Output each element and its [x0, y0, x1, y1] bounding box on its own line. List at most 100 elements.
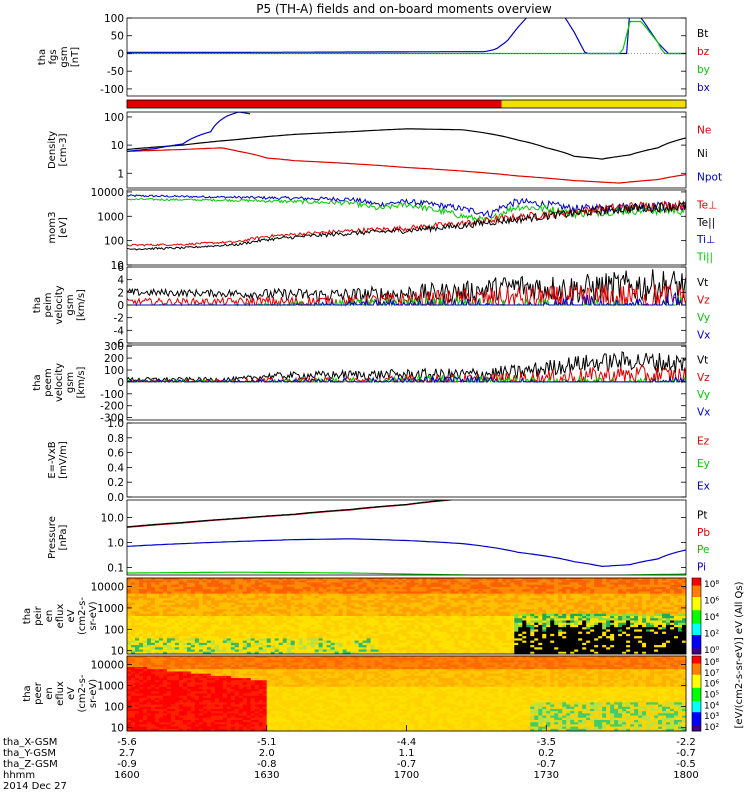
heatmap-cell	[194, 609, 200, 612]
heatmap-cell	[422, 629, 427, 633]
heatmap-cell	[142, 616, 148, 619]
heatmap-cell	[127, 642, 132, 646]
heatmap-cell	[142, 609, 148, 612]
heatmap-cell	[642, 631, 647, 635]
heatmap-cell	[298, 580, 304, 583]
heatmap-cell	[294, 645, 300, 648]
heatmap-cell	[342, 584, 347, 588]
heatmap-cell	[246, 611, 252, 615]
heatmap-cell	[594, 636, 599, 639]
heatmap-cell	[350, 642, 355, 646]
heatmap-cell	[234, 598, 240, 601]
heatmap-cell	[674, 629, 679, 633]
heatmap-cell	[618, 620, 623, 624]
heatmap-cell	[626, 591, 631, 595]
heatmap-cell	[546, 627, 551, 630]
heatmap-cell	[618, 586, 623, 590]
heatmap-cell	[442, 613, 447, 617]
heatmap-cell	[274, 582, 280, 586]
heatmap-cell	[618, 582, 623, 586]
heatmap-cell	[426, 582, 431, 586]
heatmap-cell	[306, 622, 312, 626]
heatmap-cell	[666, 622, 671, 626]
heatmap-cell	[318, 607, 324, 610]
heatmap-cell	[522, 584, 527, 588]
heatmap-cell	[510, 618, 515, 621]
heatmap-cell	[218, 611, 224, 615]
heatmap-cell	[358, 638, 363, 641]
heatmap-cell	[266, 629, 272, 633]
heatmap-cell	[414, 611, 419, 615]
heatmap-cell	[454, 578, 459, 581]
heatmap-cell	[158, 582, 164, 586]
heatmap-cell	[186, 633, 192, 637]
heatmap-cell	[662, 609, 667, 612]
heatmap-cell	[606, 629, 611, 633]
heatmap-cell	[438, 629, 443, 633]
heatmap-cell	[294, 620, 300, 624]
heatmap-cell	[378, 631, 383, 635]
heatmap-cell	[398, 598, 403, 601]
heatmap-cell	[270, 607, 276, 610]
heatmap-cell	[586, 622, 591, 626]
heatmap-cell	[618, 580, 623, 583]
heatmap-cell	[578, 645, 583, 648]
heatmap-cell	[166, 618, 172, 621]
heatmap-cell	[442, 629, 447, 633]
heatmap-cell	[134, 629, 140, 633]
heatmap-cell	[434, 578, 439, 581]
heatmap-cell	[158, 613, 164, 617]
heatmap-cell	[350, 647, 355, 650]
heatmap-cell	[246, 647, 252, 650]
heatmap-cell	[326, 645, 332, 648]
heatmap-cell	[426, 589, 431, 592]
heatmap-cell	[534, 640, 539, 644]
heatmap-cell	[182, 649, 188, 653]
heatmap-cell	[646, 582, 651, 586]
heatmap-cell	[127, 622, 132, 626]
heatmap-cell	[334, 638, 340, 641]
heatmap-cell	[486, 636, 491, 639]
heatmap-cell	[366, 582, 371, 586]
y-tick-label: 10	[111, 140, 124, 152]
heatmap-cell	[454, 613, 459, 617]
heatmap-cell	[254, 604, 260, 608]
heatmap-cell	[606, 622, 611, 626]
heatmap-cell	[258, 584, 264, 588]
heatmap-cell	[582, 589, 587, 592]
heatmap-cell	[522, 647, 527, 650]
heatmap-cell	[226, 600, 232, 603]
heatmap-cell	[638, 613, 643, 617]
heatmap-cell	[214, 651, 220, 655]
heatmap-cell	[246, 591, 252, 595]
heatmap-cell	[522, 618, 527, 621]
heatmap-cell	[514, 642, 519, 646]
heatmap-cell	[390, 584, 395, 588]
heatmap-cell	[362, 638, 367, 641]
heatmap-cell	[162, 600, 168, 603]
heatmap-cell	[610, 651, 615, 655]
heatmap-cell	[406, 598, 411, 601]
heatmap-cell	[602, 631, 607, 635]
heatmap-cell	[238, 631, 244, 635]
heatmap-cell	[554, 591, 559, 595]
heatmap-cell	[350, 611, 355, 615]
heatmap-cell	[366, 586, 371, 590]
heatmap-cell	[322, 584, 328, 588]
heatmap-cell	[490, 613, 495, 617]
heatmap-cell	[414, 647, 419, 650]
heatmap-cell	[414, 638, 419, 641]
heatmap-cell	[478, 580, 483, 583]
heatmap-cell	[266, 593, 272, 597]
heatmap-cell	[566, 618, 571, 621]
heatmap-cell	[478, 647, 483, 650]
heatmap-cell	[658, 584, 663, 588]
y-tick-label: 10	[111, 646, 124, 658]
heatmap-cell	[654, 649, 659, 653]
heatmap-cell	[622, 591, 627, 595]
heatmap-cell	[594, 611, 599, 615]
heatmap-cell	[186, 604, 192, 608]
heatmap-cell	[486, 624, 491, 628]
heatmap-cell	[186, 622, 192, 626]
heatmap-cell	[542, 631, 547, 635]
